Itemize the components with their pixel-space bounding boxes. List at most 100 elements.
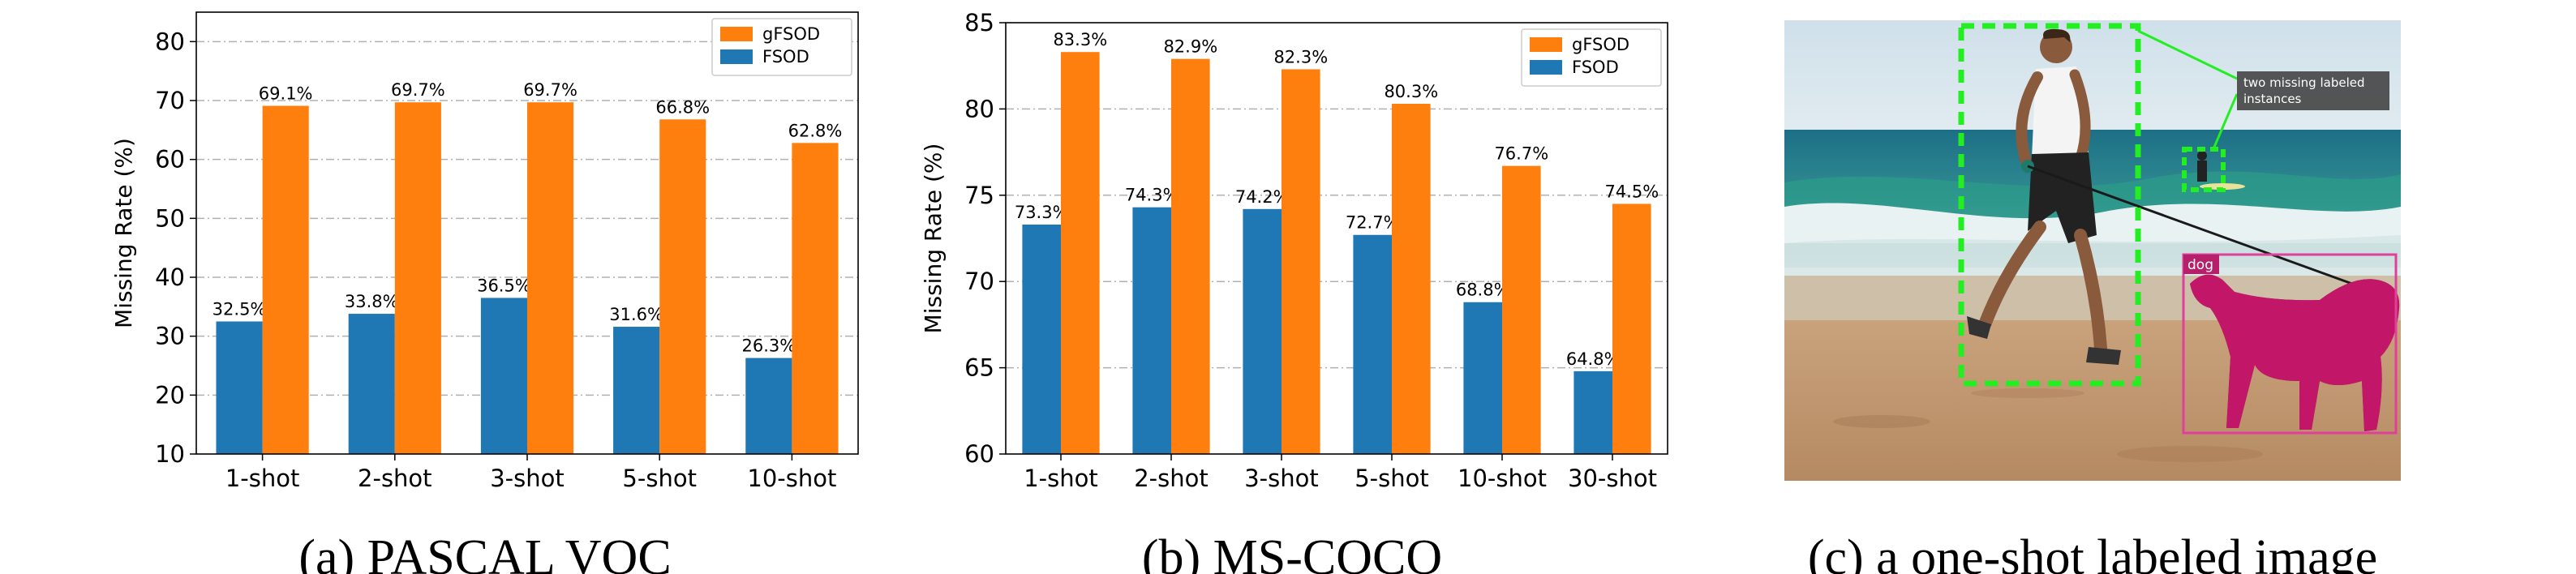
- gfsod-value-label: 83.3%: [1053, 30, 1107, 49]
- caption-c: (c) a one-shot labeled image: [1808, 530, 2377, 574]
- legend-label-fsod: FSOD: [1572, 58, 1619, 77]
- annotation-label-box: [2237, 71, 2389, 110]
- fsod-value-label: 74.2%: [1235, 187, 1290, 207]
- y-tick-label: 40: [155, 263, 185, 291]
- runner-figure: [1967, 28, 2121, 365]
- x-tick-label: 2-shot: [1134, 465, 1209, 492]
- fsod-value-label: 31.6%: [609, 305, 663, 324]
- fsod-bar: [1022, 224, 1061, 454]
- dog-label-box: [2183, 255, 2219, 274]
- x-tick-label: 30-shot: [1568, 465, 1657, 492]
- fsod-value-label: 26.3%: [741, 336, 796, 356]
- fsod-value-label: 72.7%: [1346, 213, 1400, 233]
- surfer-figure: [2197, 151, 2245, 190]
- gfsod-value-label: 66.8%: [655, 97, 710, 117]
- fsod-bar: [745, 358, 792, 454]
- gfsod-bar: [1061, 52, 1100, 455]
- fsod-bar: [1132, 207, 1171, 455]
- gfsod-bar: [1612, 203, 1651, 454]
- annotation-pointer: [2137, 29, 2238, 80]
- x-tick-label: 5-shot: [1355, 465, 1429, 492]
- y-tick-label: 80: [155, 28, 185, 55]
- fsod-bar: [1353, 234, 1392, 454]
- x-tick-label: 3-shot: [490, 465, 565, 492]
- missing-instance-box-runner: [1958, 23, 2141, 387]
- legend-label-fsod: FSOD: [762, 47, 809, 66]
- gfsod-bar: [394, 102, 441, 455]
- x-tick-label: 10-shot: [747, 465, 836, 492]
- fsod-value-label: 74.3%: [1125, 186, 1179, 205]
- fsod-value-label: 64.8%: [1566, 349, 1621, 369]
- gfsod-value-label: 69.7%: [391, 80, 445, 100]
- fsod-value-label: 33.8%: [345, 292, 399, 311]
- x-tick-label: 1-shot: [225, 465, 300, 492]
- gfsod-bar: [262, 105, 309, 455]
- y-tick-label: 65: [964, 354, 994, 382]
- legend-label-gfsod: gFSOD: [762, 24, 820, 44]
- legend-swatch-fsod: [1530, 60, 1562, 75]
- y-tick-label: 70: [155, 87, 185, 114]
- legend-swatch-fsod: [720, 49, 753, 64]
- caption-b: (b) MS-COCO: [1142, 530, 1442, 574]
- fsod-bar: [1463, 302, 1502, 454]
- gfsod-value-label: 76.7%: [1494, 144, 1548, 164]
- annotation-pointer: [2211, 93, 2239, 152]
- annotation-label-line1: two missing labeled: [2243, 75, 2365, 90]
- missing-instance-box-surfer: [2182, 147, 2226, 192]
- gfsod-bar: [1171, 58, 1210, 455]
- dog-label: dog: [2187, 257, 2213, 273]
- legend-swatch-gfsod: [1530, 37, 1562, 52]
- gfsod-value-label: 69.1%: [259, 84, 313, 104]
- fsod-bar: [1243, 208, 1282, 454]
- y-tick-label: 85: [964, 9, 994, 36]
- y-tick-label: 80: [964, 95, 994, 122]
- gfsod-bar: [527, 102, 574, 455]
- fsod-bar: [1574, 371, 1612, 454]
- dog-bounding-box: [2182, 253, 2398, 435]
- chart-ms-coco: 73.3% 74.3% 74.2% 72.7% 68.8% 64.8% 83.3% 82.9%…: [920, 9, 1668, 492]
- fsod-value-label: 68.8%: [1456, 281, 1510, 300]
- fsod-bar: [216, 321, 263, 454]
- gfsod-value-label: 62.8%: [788, 121, 843, 140]
- fsod-value-label: 32.5%: [213, 300, 267, 319]
- annotation-label-line2: instances: [2243, 92, 2302, 106]
- photo-one-shot-image: two missing labeled instances dog: [1784, 20, 2401, 481]
- legend-label-gfsod: gFSOD: [1572, 35, 1629, 54]
- y-tick-label: 50: [155, 204, 185, 232]
- fsod-bar: [613, 327, 660, 454]
- x-tick-label: 3-shot: [1244, 465, 1319, 492]
- gfsod-bar: [1502, 165, 1541, 454]
- gfsod-bar: [1392, 104, 1431, 455]
- gfsod-value-label: 82.9%: [1163, 37, 1217, 57]
- x-tick-label: 10-shot: [1458, 465, 1547, 492]
- y-axis-label: Missing Rate (%): [920, 144, 947, 334]
- x-tick-label: 5-shot: [622, 465, 697, 492]
- y-tick-label: 60: [155, 146, 185, 173]
- fsod-bar: [348, 314, 395, 454]
- fsod-bar: [480, 298, 527, 454]
- legend-swatch-gfsod: [720, 27, 753, 41]
- gfsod-value-label: 74.5%: [1604, 182, 1659, 201]
- fsod-value-label: 73.3%: [1015, 203, 1069, 222]
- leash-line: [2027, 165, 2353, 285]
- gfsod-bar: [659, 119, 706, 454]
- y-tick-label: 30: [155, 323, 185, 350]
- x-tick-label: 2-shot: [358, 465, 432, 492]
- gfsod-value-label: 69.7%: [523, 80, 577, 100]
- y-tick-label: 10: [155, 440, 185, 468]
- gfsod-value-label: 82.3%: [1273, 47, 1328, 66]
- fsod-value-label: 36.5%: [477, 276, 531, 295]
- x-tick-label: 1-shot: [1024, 465, 1098, 492]
- gfsod-bar: [1282, 69, 1320, 455]
- y-axis-label: Missing Rate (%): [110, 138, 137, 328]
- gfsod-value-label: 80.3%: [1384, 82, 1438, 101]
- dog-figure: [2190, 274, 2400, 431]
- y-tick-label: 60: [964, 440, 994, 468]
- chart-pascal-voc: 32.5% 33.8% 36.5% 31.6% 26.3% 69.1% 69.7% 69.7%…: [110, 11, 859, 492]
- y-tick-label: 20: [155, 381, 185, 409]
- y-tick-label: 70: [964, 268, 994, 295]
- gfsod-bar: [792, 143, 839, 454]
- plot-frame: [1005, 22, 1668, 455]
- caption-a: (a) PASCAL VOC: [298, 530, 671, 574]
